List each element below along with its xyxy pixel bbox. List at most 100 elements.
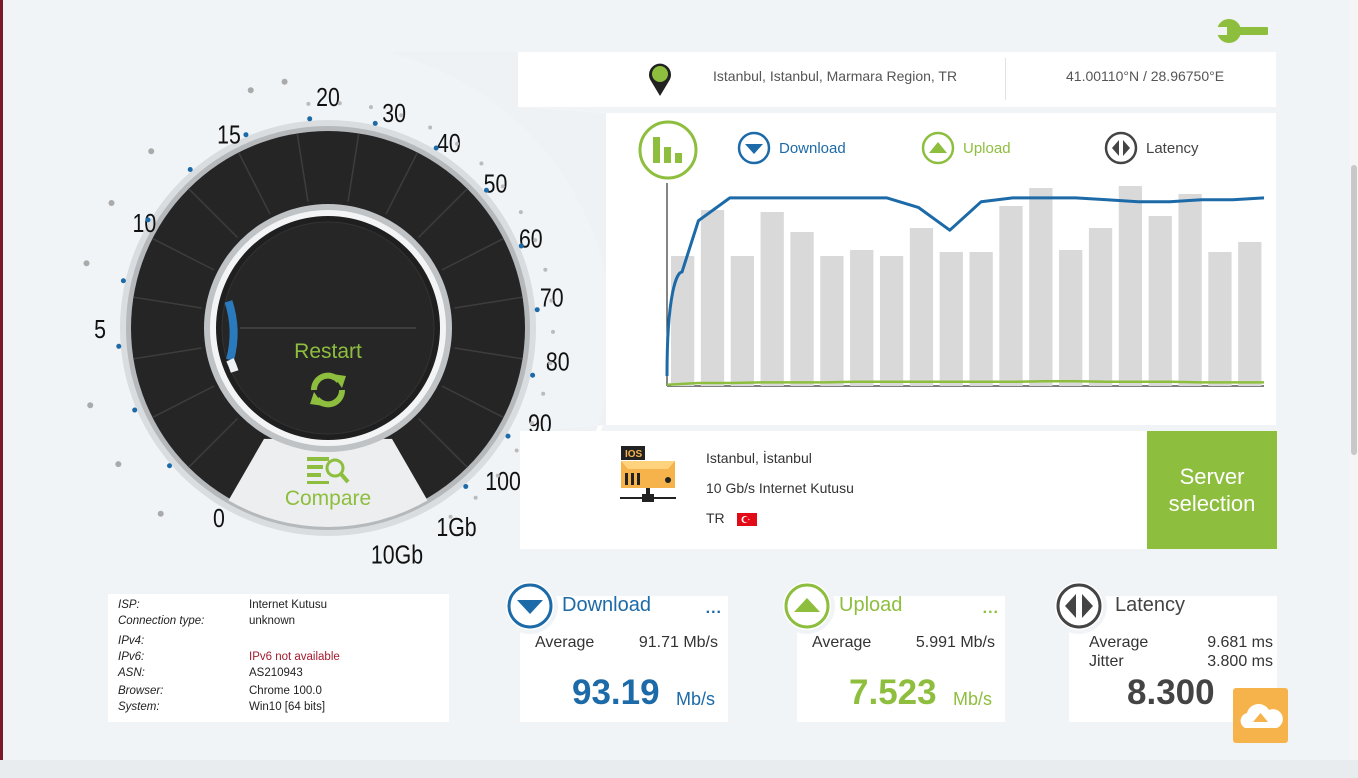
chart-bar <box>1118 186 1143 386</box>
divider <box>1005 58 1006 100</box>
chart-bar <box>1029 188 1053 386</box>
chart-bar <box>700 210 725 386</box>
info-value: AS210943 <box>249 667 303 679</box>
legend-latency-label: Latency <box>1146 139 1199 157</box>
info-value: IPv6 not available <box>249 651 340 663</box>
gauge-scale-label: 70 <box>540 284 564 314</box>
chart-bar <box>969 252 993 386</box>
legend-upload[interactable]: Upload <box>921 131 1011 165</box>
chart-toggle-icon[interactable] <box>637 119 699 181</box>
chart-bar <box>879 256 904 386</box>
chart-bar <box>1178 194 1202 386</box>
chart-panel: Download Upload Latency <box>606 113 1276 425</box>
chart-bar <box>909 228 934 386</box>
upload-average-label: Average <box>812 634 872 651</box>
upload-line <box>666 379 1264 387</box>
scroll-top-button[interactable] <box>1233 688 1288 743</box>
refresh-icon <box>310 372 346 408</box>
info-key: ASN: <box>118 667 145 679</box>
svg-text:IOS: IOS <box>625 449 643 460</box>
gauge-scale-label: 30 <box>382 99 406 129</box>
speed-chart <box>665 183 1265 387</box>
latency-value: 8.300 <box>1127 673 1215 712</box>
upload-title: Upload <box>839 594 903 616</box>
download-average-value: 91.71 Mb/s <box>638 634 718 651</box>
info-key: IPv4: <box>118 635 145 647</box>
restart-label: Restart <box>294 340 362 363</box>
upload-more-button[interactable]: ... <box>982 600 999 617</box>
latency-average-value: 9.681 ms <box>1207 634 1273 651</box>
scrollbar-thumb[interactable] <box>1351 165 1357 455</box>
compare-button[interactable]: Compare <box>268 455 388 517</box>
info-value: Chrome 100.0 <box>249 685 322 697</box>
chart-bar <box>1238 242 1262 386</box>
latency-circle <box>1055 582 1103 630</box>
gauge-scale-label: 1Gb <box>436 513 476 543</box>
info-key: System: <box>118 701 160 713</box>
server-selection-label: Server selection <box>1168 464 1256 516</box>
legend-download-label: Download <box>779 139 846 157</box>
gauge-scale-label: 60 <box>519 225 543 255</box>
info-value: Win10 [64 bits] <box>249 701 326 713</box>
latency-title: Latency <box>1115 594 1186 616</box>
chart-bar <box>850 250 874 386</box>
connection-info: ISP: Internet Kutusu Connection type: unkno… <box>108 594 449 722</box>
info-key: Connection type: <box>118 615 205 627</box>
info-value: Internet Kutusu <box>249 599 327 611</box>
gauge-scale-label: 100 <box>485 467 521 497</box>
info-key: IPv6: <box>118 651 145 663</box>
chart-bar <box>939 252 963 386</box>
chart-bar <box>671 256 695 386</box>
gauge-scale-label: 15 <box>217 121 241 151</box>
map-pin-icon <box>649 63 671 96</box>
scrollbar[interactable] <box>1350 0 1358 760</box>
upload-arrow-icon <box>921 131 955 165</box>
gauge-scale-label: 40 <box>437 129 461 159</box>
upload-average-value: 5.991 Mb/s <box>915 634 995 651</box>
legend-upload-label: Upload <box>963 139 1011 157</box>
download-arrow-icon <box>507 583 553 629</box>
chart-bar <box>790 232 814 386</box>
gauge-scale-label: 0 <box>213 504 225 534</box>
gauge-scale-label: 10Gb <box>371 541 423 570</box>
restart-button[interactable]: Restart <box>268 340 388 420</box>
server-name: 10 Gb/s Internet Kutusu <box>706 480 854 496</box>
chart-bar <box>1059 250 1083 386</box>
latency-arrows-icon <box>1056 583 1102 629</box>
gauge-scale-label: 80 <box>546 347 570 377</box>
compare-icon <box>307 457 350 484</box>
legend-download[interactable]: Download <box>737 131 846 165</box>
chart-bar <box>1148 216 1172 386</box>
latency-average-label: Average <box>1089 634 1149 651</box>
gauge-progress-arc <box>224 300 238 361</box>
download-arrow-icon <box>737 131 771 165</box>
info-value: unknown <box>249 615 296 627</box>
download-more-button[interactable]: ... <box>705 600 722 617</box>
gauge-scale-label: 20 <box>316 83 340 113</box>
legend-latency[interactable]: Latency <box>1104 131 1199 165</box>
jitter-value: 3.800 ms <box>1207 653 1273 670</box>
upload-speed-value: 7.523 <box>849 673 937 712</box>
upload-card: Upload ... Average 5.991 Mb/s 7.523 Mb/s <box>797 594 1005 722</box>
server-icon: IOS <box>620 446 676 502</box>
chart-bar <box>1208 252 1232 386</box>
download-title: Download <box>562 594 651 616</box>
wrench-icon[interactable] <box>1215 17 1269 45</box>
chart-bar <box>1088 228 1113 386</box>
download-unit: Mb/s <box>676 689 716 709</box>
bottom-bar <box>0 760 1358 778</box>
turkey-flag-icon <box>737 513 757 526</box>
info-key: ISP: <box>118 599 140 611</box>
latency-arrows-icon <box>1104 131 1138 165</box>
location-city: Istanbul, Istanbul, Marmara Region, TR <box>713 68 958 84</box>
chart-bar <box>999 206 1023 386</box>
server-selection-button[interactable]: Server selection <box>1147 431 1277 549</box>
gauge-scale-label: 10 <box>133 209 157 239</box>
gauge-scale-label: 50 <box>484 169 508 199</box>
upload-arrow-icon <box>784 583 830 629</box>
chart-bar <box>820 256 844 386</box>
download-card: Download ... Average 91.71 Mb/s 93.19 Mb… <box>520 594 728 722</box>
left-edge-bar <box>0 0 3 760</box>
jitter-label: Jitter <box>1089 653 1124 670</box>
